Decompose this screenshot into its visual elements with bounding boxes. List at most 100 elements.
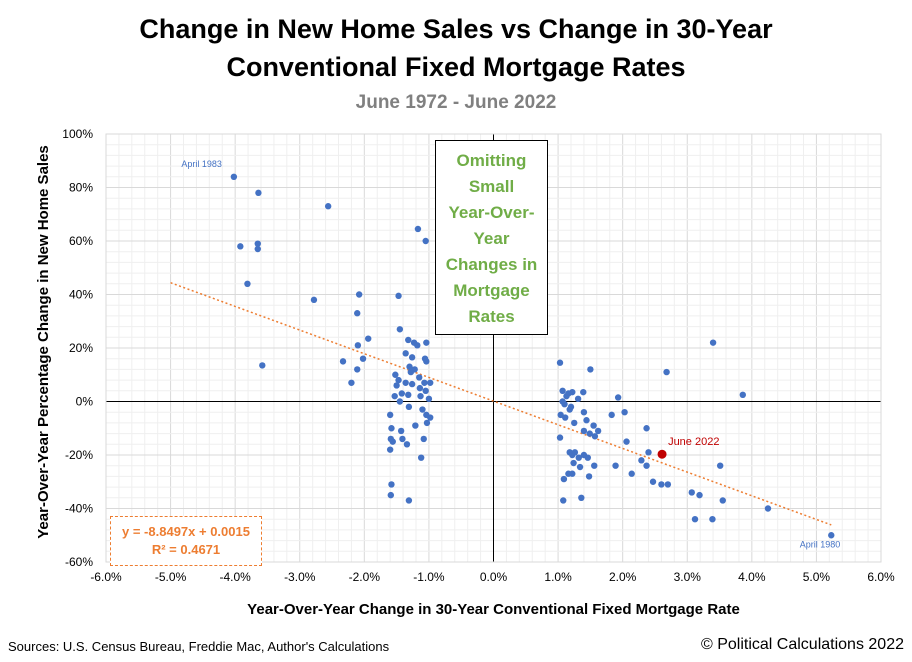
data-point <box>339 358 347 365</box>
data-point <box>621 409 628 416</box>
data-point <box>565 390 572 397</box>
data-point <box>403 441 411 448</box>
data-point <box>560 497 567 504</box>
data-point <box>591 433 599 440</box>
data-point-june-2022 <box>657 449 667 459</box>
x-tick-label: 5.0% <box>803 570 831 584</box>
data-point <box>580 388 587 396</box>
data-point <box>405 497 413 504</box>
annotation-label: April 1980 <box>800 539 841 549</box>
x-tick-label: 4.0% <box>738 570 766 584</box>
y-tick-label: 20% <box>69 341 93 355</box>
data-point <box>764 505 772 512</box>
data-point <box>709 516 716 523</box>
data-point <box>359 355 367 362</box>
data-point <box>255 189 262 197</box>
data-point <box>420 435 427 443</box>
data-point <box>643 425 650 432</box>
data-point <box>365 335 372 342</box>
data-point <box>587 366 594 373</box>
y-tick-label: -60% <box>65 555 93 569</box>
x-tick-label: 1.0% <box>544 570 572 584</box>
data-point <box>559 387 566 394</box>
omitted-note-line: Year-Over- <box>448 203 535 222</box>
data-point <box>570 459 577 467</box>
y-tick-label: 100% <box>62 127 93 141</box>
omitted-note-line: Changes in <box>445 255 538 274</box>
data-point <box>608 411 615 419</box>
y-tick-label: 60% <box>69 234 93 248</box>
data-point <box>310 296 318 304</box>
data-point <box>389 438 396 445</box>
data-point <box>405 336 412 344</box>
data-point <box>417 392 424 400</box>
data-point <box>244 280 251 287</box>
x-tick-label: -3.0% <box>284 570 316 584</box>
data-point <box>696 491 703 499</box>
omitted-note-line: Mortgage <box>453 281 530 300</box>
tick-labels: -6.0% -5.0% -4.0% -3.0% -2.0% -1.0% 0.0% 1.0% 2.… <box>62 127 895 584</box>
data-point <box>399 435 406 443</box>
x-tick-label: -6.0% <box>90 570 122 584</box>
data-point <box>412 422 419 429</box>
data-point <box>414 225 422 233</box>
data-point <box>591 462 598 469</box>
plot-area-border <box>105 133 882 563</box>
data-point <box>254 240 261 247</box>
data-point <box>663 368 670 376</box>
x-tick-label: -4.0% <box>219 570 251 584</box>
omitted-note-box: Omitting Small Year-Over- Year Changes in Mor… <box>435 140 548 335</box>
data-point <box>423 339 430 346</box>
sources-footnote: Sources: U.S. Census Bureau, Freddie Mac… <box>8 639 390 654</box>
data-point <box>259 362 266 369</box>
data-point <box>354 310 361 317</box>
data-point <box>569 470 576 477</box>
data-point <box>354 366 361 373</box>
data-point <box>396 398 404 405</box>
trendline-equation-box: y = -8.8497x + 0.0015 R² = 0.4671 <box>110 516 262 566</box>
y-tick-label: -20% <box>65 448 93 462</box>
data-point <box>649 478 657 485</box>
data-point <box>614 394 622 401</box>
copyright-notice: © Political Calculations 2022 <box>700 636 904 653</box>
data-points <box>230 173 835 539</box>
data-point <box>580 409 588 416</box>
data-point <box>395 376 402 384</box>
annotations: April 1983 April 1980 June 2022 <box>181 159 840 549</box>
data-point <box>393 382 400 389</box>
chart-title-line-1: Change in New Home Sales vs Change in 30… <box>139 14 773 82</box>
data-point <box>386 446 394 453</box>
data-point <box>638 457 645 464</box>
data-point <box>590 422 597 429</box>
omitted-note-line: Rates <box>468 307 515 326</box>
data-point <box>561 414 569 421</box>
trendline-r-squared: R² = 0.4671 <box>151 542 221 557</box>
data-point <box>388 425 395 432</box>
data-point <box>580 427 588 435</box>
data-point <box>405 391 412 399</box>
data-point <box>571 449 579 456</box>
data-point <box>395 292 402 300</box>
data-point <box>417 454 425 461</box>
data-point <box>585 473 593 480</box>
y-tick-label: 80% <box>69 181 93 195</box>
data-point <box>237 243 244 250</box>
data-point <box>416 384 424 392</box>
data-point <box>348 379 355 386</box>
data-point <box>419 406 426 413</box>
data-point <box>623 438 630 445</box>
data-point <box>566 406 573 413</box>
x-tick-label: -5.0% <box>155 570 187 584</box>
x-tick-label: -2.0% <box>349 570 381 584</box>
data-point <box>254 245 261 253</box>
trendline <box>170 282 832 526</box>
data-point <box>388 481 395 488</box>
data-point <box>422 387 429 394</box>
omitted-note-line: Omitting <box>456 151 527 170</box>
data-point <box>423 419 431 427</box>
x-tick-label: -1.0% <box>413 570 445 584</box>
data-point <box>719 497 726 504</box>
data-point <box>396 326 404 333</box>
data-point <box>576 463 584 471</box>
